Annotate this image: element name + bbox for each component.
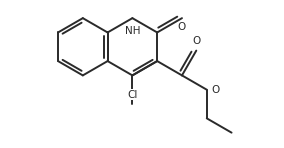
Text: O: O — [178, 22, 186, 32]
Text: O: O — [192, 36, 201, 46]
Text: O: O — [212, 85, 220, 95]
Text: NH: NH — [125, 26, 140, 36]
Text: Cl: Cl — [127, 90, 137, 100]
